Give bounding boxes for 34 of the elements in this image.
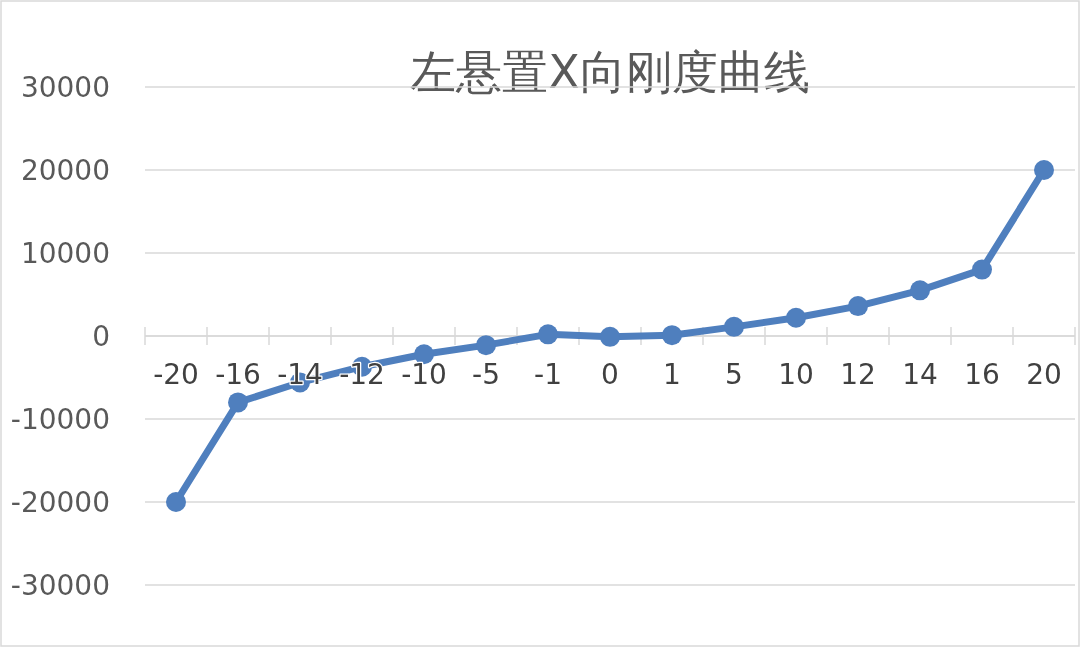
x-tick-label: 14: [902, 358, 938, 391]
y-tick-label: 30000: [20, 71, 110, 104]
y-tick-label: -30000: [10, 569, 110, 602]
title: 左悬置X向刚度曲线: [410, 45, 810, 99]
x-tick-label: 20: [1026, 358, 1062, 391]
point: [228, 392, 248, 413]
y-tick-label: 10000: [20, 237, 110, 270]
x-tick-label: 1: [663, 358, 681, 391]
x-tick-label: 0: [601, 358, 619, 391]
point: [600, 326, 620, 347]
point: [786, 307, 806, 328]
x-tick-label: 5: [725, 358, 743, 391]
point: [166, 492, 186, 512]
point: [848, 296, 868, 317]
point: [662, 325, 682, 346]
point: [724, 316, 744, 337]
x-tick-label: -20: [153, 358, 199, 391]
x-tick-label: -10: [401, 358, 447, 391]
x-tick-label: -1: [534, 358, 562, 391]
point: [414, 344, 434, 365]
y-tick-label: 0: [92, 320, 110, 353]
point: [538, 324, 558, 345]
point: [476, 335, 496, 356]
x-tick-label: 12: [840, 358, 876, 391]
x-tick-label: 16: [964, 358, 1000, 391]
x-tick-label: -16: [215, 358, 261, 391]
point: [910, 280, 930, 301]
y-tick-label: 20000: [20, 154, 110, 187]
x-tick-label: 10: [778, 358, 814, 391]
point: [1034, 160, 1054, 180]
x-tick-label: -5: [472, 358, 500, 391]
point: [972, 259, 992, 280]
y-tick-label: -20000: [10, 486, 110, 519]
y-tick-label: -10000: [10, 403, 110, 436]
